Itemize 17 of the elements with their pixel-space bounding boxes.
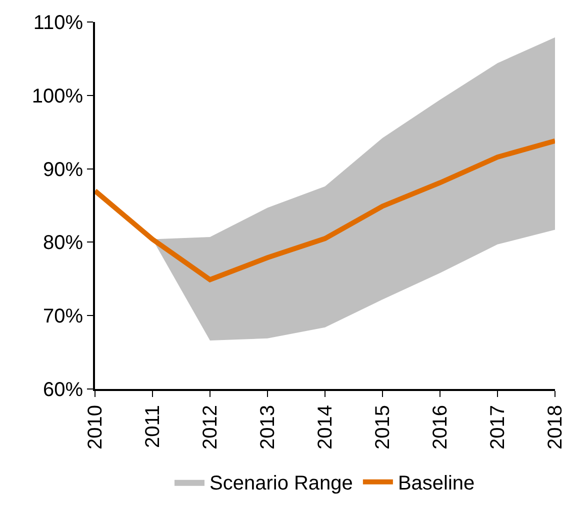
x-tick-label: 2011 (142, 405, 164, 448)
legend-label: Scenario Range (210, 472, 353, 495)
y-tick-label: 110% (33, 12, 84, 34)
x-tick-label: 2015 (372, 405, 394, 450)
y-tick-label: 60% (42, 379, 84, 401)
x-tick-label: 2012 (200, 405, 222, 450)
y-tick-label: 100% (32, 85, 84, 108)
y-tick-label: 80% (42, 232, 84, 254)
y-tick-label: 90% (42, 158, 84, 181)
x-tick-label: 2013 (257, 405, 279, 450)
x-tick-label: 2017 (487, 405, 509, 450)
y-tick-label: 70% (42, 306, 84, 328)
legend-label: Baseline (398, 472, 475, 495)
x-tick-label: 2010 (84, 405, 106, 450)
x-tick-label: 2016 (430, 405, 452, 450)
x-tick-label: 2014 (314, 405, 336, 450)
x-tick-label: 2018 (544, 405, 566, 450)
